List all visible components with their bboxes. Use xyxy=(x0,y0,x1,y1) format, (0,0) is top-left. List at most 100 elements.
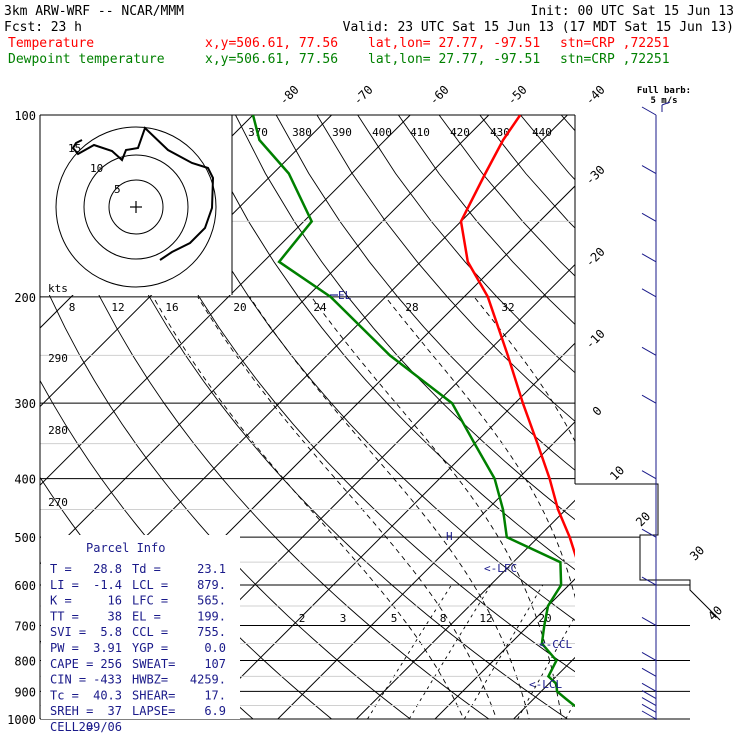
lfc-marker: <-LFC xyxy=(484,562,517,575)
pressure-label: 800 xyxy=(14,654,36,668)
parcel-cell: 755. xyxy=(197,625,226,639)
dry-adiabat xyxy=(643,115,740,732)
dewpoint-xy: x,y=506.61, 77.56 xyxy=(205,52,338,67)
hodo-label-10: 10 xyxy=(90,162,103,175)
wind-barb xyxy=(641,703,657,713)
parcel-cell: SWEAT= xyxy=(132,657,175,671)
parcel-cell: 23.1 xyxy=(197,562,226,576)
moist-adiabat xyxy=(473,296,575,443)
theta-label: 380 xyxy=(292,126,312,139)
isotherm-label: -50 xyxy=(505,83,530,108)
el-marker: EL xyxy=(338,289,352,302)
parcel-cell: T = xyxy=(50,562,72,576)
wind-barb xyxy=(641,470,657,480)
wind-barb xyxy=(641,682,657,692)
hodo-units: kts xyxy=(48,282,68,295)
isotherm-label: -30 xyxy=(583,163,608,188)
moist-adiabat xyxy=(677,297,708,732)
pressure-label: 100 xyxy=(14,109,36,123)
isotherm-label: 40 xyxy=(705,603,725,623)
ccl-marker: <-CCL xyxy=(539,638,572,651)
dry-adiabat xyxy=(602,115,740,732)
dry-adiabat xyxy=(357,115,575,374)
theta-label: 280 xyxy=(48,424,68,437)
speed-label: 8 xyxy=(69,301,76,314)
temperature-latlon: lat,lon= 27.77, -97.51 xyxy=(368,36,540,51)
parcel-cell: 0.0 xyxy=(204,641,226,655)
parcel-cell: YGP = xyxy=(132,641,168,655)
wind-barb xyxy=(641,528,657,538)
parcel-cell: LCL = xyxy=(132,578,168,592)
isotherm-line xyxy=(40,115,490,565)
parcel-info-title: Parcel Info xyxy=(86,541,165,555)
isotherm-label: -10 xyxy=(583,327,608,352)
dry-adiabat xyxy=(438,115,575,277)
header: 3km ARW-WRF -- NCAR/MMM Init: 00 UTC Sat… xyxy=(4,4,734,67)
parcel-cell: CCL = xyxy=(132,625,168,639)
parcel-cell: LAPSE= xyxy=(132,704,175,718)
parcel-cell: 209/06 xyxy=(79,720,122,734)
speed-label: 16 xyxy=(165,301,178,314)
isotherm-label: 10 xyxy=(607,463,627,483)
parcel-cell: 6.9 xyxy=(204,704,226,718)
parcel-cell: TT = xyxy=(50,609,79,623)
parcel-cell: PW = xyxy=(50,641,79,655)
parcel-cell: K = xyxy=(50,594,72,608)
pressure-label: 900 xyxy=(14,685,36,699)
dry-adiabat xyxy=(560,115,575,132)
parcel-info-panel: Parcel Info T = 28.8 Td = 23.1 LI = -1.4 LCL =… xyxy=(41,535,240,734)
dewpoint-trace xyxy=(251,115,575,707)
mixing-ratio-label: 5 xyxy=(391,612,398,625)
parcel-cell: 37 xyxy=(108,704,122,718)
parcel-cell: 256 xyxy=(100,657,122,671)
mixing-ratio-label: 12 xyxy=(479,612,492,625)
pressure-label: 1000 xyxy=(7,713,36,727)
temperature-trace xyxy=(459,115,575,558)
isotherm-label: -70 xyxy=(351,83,376,108)
wind-barb xyxy=(641,652,657,661)
isotherm-label: 0 xyxy=(590,404,605,419)
mixing-ratio-labels: 2 3 5 8 12 20 xyxy=(299,612,552,625)
init-time: Init: 00 UTC Sat 15 Jun 13 xyxy=(531,4,735,19)
parcel-cell: 5.8 xyxy=(100,625,122,639)
hodograph: 5 10 15 kts xyxy=(40,115,233,295)
dry-adiabat xyxy=(40,272,411,719)
wind-barb xyxy=(641,667,657,677)
barb-legend: Full barb: 5 m/s xyxy=(637,86,691,112)
pressure-label: 700 xyxy=(14,619,36,633)
temperature-station: stn=CRP ,72251 xyxy=(560,36,670,51)
wind-barb xyxy=(641,106,657,116)
dewpoint-legend: Dewpoint temperature xyxy=(8,52,165,67)
parcel-cell: 565. xyxy=(197,594,226,608)
wind-barb xyxy=(641,212,657,222)
hodo-ring-5 xyxy=(108,179,164,235)
wind-barb xyxy=(641,288,657,298)
parcel-cell: Td = xyxy=(132,562,161,576)
wind-barb xyxy=(641,697,657,706)
mixing-ratio-label: 3 xyxy=(340,612,347,625)
theta-label: 440 xyxy=(532,126,552,139)
isotherm-label: -80 xyxy=(277,83,302,108)
theta-label: 400 xyxy=(372,126,392,139)
theta-label: 420 xyxy=(450,126,470,139)
isotherm-line xyxy=(512,656,575,719)
moist-adiabat xyxy=(574,297,575,298)
parcel-cell: -433 xyxy=(93,673,122,687)
moist-adiabat xyxy=(385,296,575,599)
hodo-speed-axis: 8 12 16 20 24 28 32 xyxy=(69,301,515,314)
speed-label: 28 xyxy=(405,301,418,314)
pressure-label: 400 xyxy=(14,473,36,487)
wind-barbs xyxy=(641,106,657,720)
mixing-ratio-line xyxy=(517,615,575,719)
dry-adiabat xyxy=(683,115,740,732)
hodo-ring-10 xyxy=(83,154,189,260)
pressure-label: 500 xyxy=(14,531,36,545)
wind-barb xyxy=(641,394,657,404)
temperature-xy: x,y=506.61, 77.56 xyxy=(205,36,338,51)
parcel-cell: Tc = xyxy=(50,688,79,702)
dry-adiabat xyxy=(194,115,575,571)
fcst-label: Fcst: xyxy=(4,20,43,35)
dry-adiabat xyxy=(479,115,575,229)
speed-label: 12 xyxy=(111,301,124,314)
isotherm-label: 20 xyxy=(633,509,653,529)
